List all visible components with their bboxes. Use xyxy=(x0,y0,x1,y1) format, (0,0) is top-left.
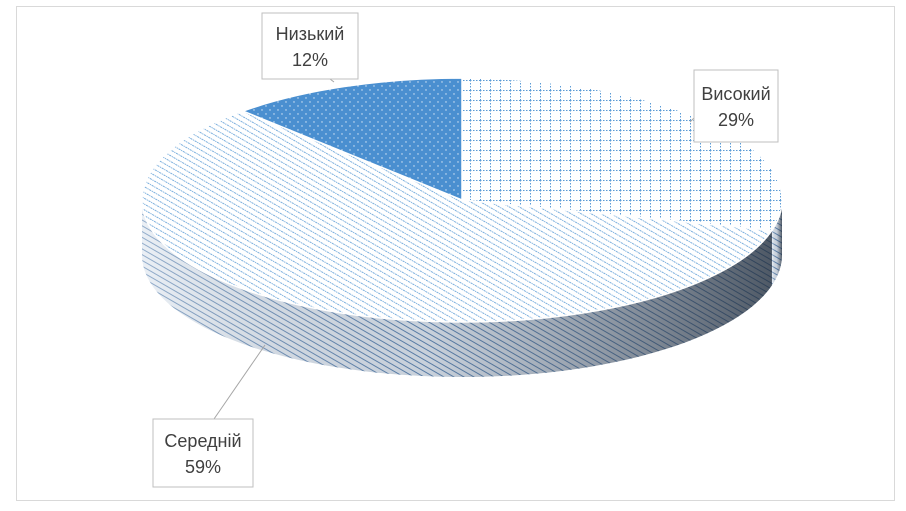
data-label-високий: Високий 29% xyxy=(689,69,779,143)
pie-side-shade xyxy=(141,200,772,378)
label-category: Середній xyxy=(164,431,241,451)
label-percent: 59% xyxy=(185,457,221,477)
label-box xyxy=(152,418,254,488)
label-category: Низький xyxy=(276,24,345,44)
label-category: Високий xyxy=(701,84,770,104)
label-box xyxy=(261,12,359,80)
pie-side-shade xyxy=(771,200,783,286)
label-percent: 12% xyxy=(292,50,328,70)
leader-line xyxy=(213,344,266,420)
label-percent: 29% xyxy=(718,110,754,130)
pie-slice-середній[interactable] xyxy=(141,110,774,323)
leader-line xyxy=(689,117,695,123)
data-label-середній: Середній 59% xyxy=(152,344,266,488)
label-box xyxy=(693,69,779,143)
pie-slice-низький[interactable] xyxy=(240,77,463,202)
data-label-низький: Низький 12% xyxy=(261,12,359,83)
